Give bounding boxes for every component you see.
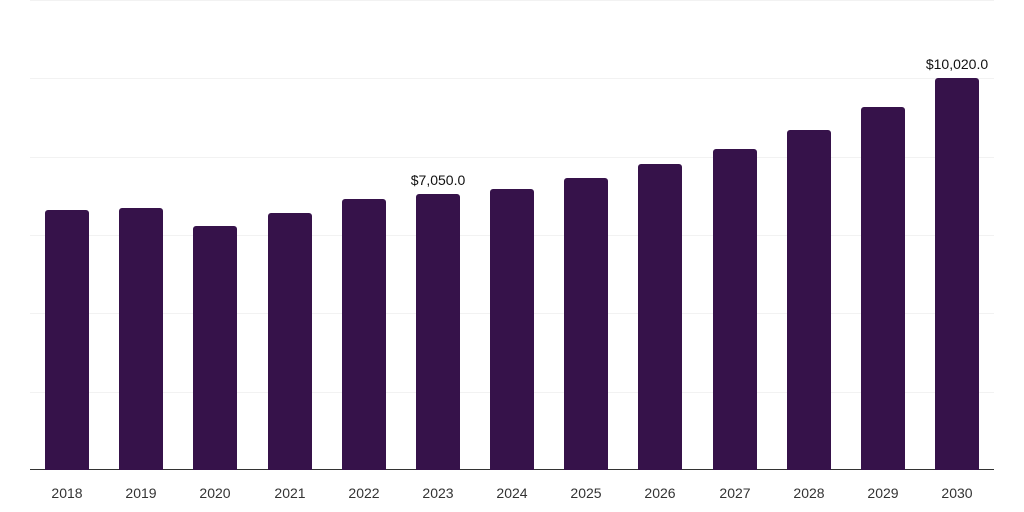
x-tick-label: 2020 <box>199 485 231 501</box>
x-tick-label: 2025 <box>570 485 602 501</box>
x-tick-label: 2021 <box>274 485 306 501</box>
bar-2019[interactable] <box>119 208 163 470</box>
gridline <box>30 78 994 79</box>
bar-2018[interactable] <box>45 210 89 470</box>
gridline <box>30 157 994 158</box>
x-tick-label: 2030 <box>941 485 973 501</box>
x-tick-label: 2023 <box>422 485 454 501</box>
data-label: $10,020.0 <box>925 56 989 72</box>
x-tick-label: 2019 <box>125 485 157 501</box>
gridline <box>30 0 994 1</box>
bar-2026[interactable] <box>638 164 682 470</box>
x-tick-label: 2022 <box>348 485 380 501</box>
bar-2029[interactable] <box>861 107 905 470</box>
bar-2027[interactable] <box>713 149 757 470</box>
x-tick-label: 2029 <box>867 485 899 501</box>
bar-2030[interactable] <box>935 78 979 470</box>
x-tick-label: 2027 <box>719 485 751 501</box>
x-tick-label: 2018 <box>51 485 83 501</box>
bar-2020[interactable] <box>193 226 237 470</box>
x-tick-label: 2028 <box>793 485 825 501</box>
bar-2021[interactable] <box>268 213 312 470</box>
x-tick-label: 2024 <box>496 485 528 501</box>
bar-2025[interactable] <box>564 178 608 470</box>
data-label: $7,050.0 <box>410 172 466 188</box>
bar-2024[interactable] <box>490 189 534 470</box>
x-tick-label: 2026 <box>644 485 676 501</box>
bar-2023[interactable] <box>416 194 460 470</box>
bar-2028[interactable] <box>787 130 831 470</box>
bar-2022[interactable] <box>342 199 386 470</box>
